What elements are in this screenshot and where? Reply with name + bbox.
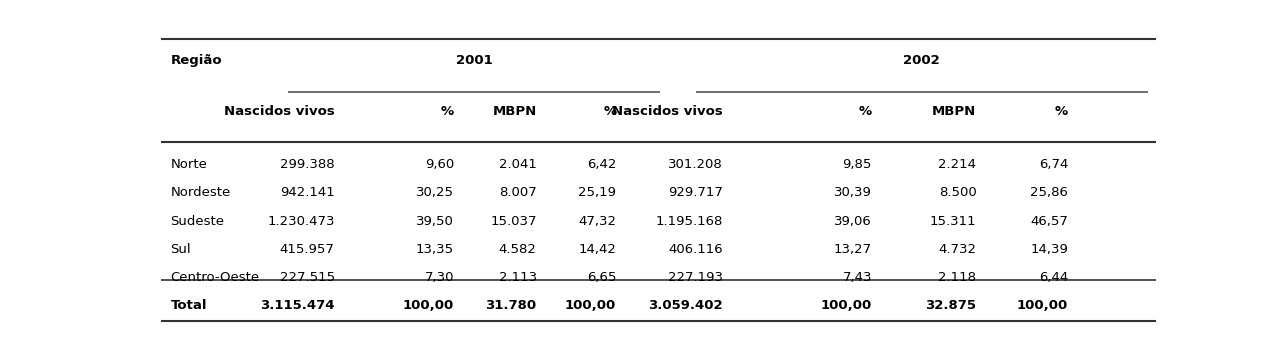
- Text: 7,30: 7,30: [425, 271, 455, 284]
- Text: 299.388: 299.388: [280, 158, 335, 171]
- Text: 100,00: 100,00: [820, 299, 872, 312]
- Text: %: %: [440, 105, 455, 118]
- Text: Nascidos vivos: Nascidos vivos: [223, 105, 335, 118]
- Text: 942.141: 942.141: [280, 186, 335, 199]
- Text: %: %: [859, 105, 872, 118]
- Text: Total: Total: [171, 299, 207, 312]
- Text: 406.116: 406.116: [668, 243, 723, 256]
- Text: 14,39: 14,39: [1030, 243, 1068, 256]
- Text: 4.582: 4.582: [498, 243, 537, 256]
- Text: 8.500: 8.500: [939, 186, 977, 199]
- Text: 13,35: 13,35: [416, 243, 455, 256]
- Text: Norte: Norte: [171, 158, 207, 171]
- Text: 6,42: 6,42: [587, 158, 616, 171]
- Text: 100,00: 100,00: [565, 299, 616, 312]
- Text: 14,42: 14,42: [578, 243, 616, 256]
- Text: 1.195.168: 1.195.168: [655, 215, 723, 227]
- Text: 8.007: 8.007: [499, 186, 537, 199]
- Text: Sul: Sul: [171, 243, 191, 256]
- Text: 13,27: 13,27: [833, 243, 872, 256]
- Text: 3.115.474: 3.115.474: [261, 299, 335, 312]
- Text: 4.732: 4.732: [939, 243, 977, 256]
- Text: 15.037: 15.037: [490, 215, 537, 227]
- Text: Região: Região: [171, 54, 222, 67]
- Text: 39,50: 39,50: [416, 215, 455, 227]
- Text: 227.515: 227.515: [280, 271, 335, 284]
- Text: 39,06: 39,06: [835, 215, 872, 227]
- Text: 6,44: 6,44: [1039, 271, 1068, 284]
- Text: 415.957: 415.957: [280, 243, 335, 256]
- Text: 2.041: 2.041: [498, 158, 537, 171]
- Text: 1.230.473: 1.230.473: [267, 215, 335, 227]
- Text: 30,39: 30,39: [835, 186, 872, 199]
- Text: 46,57: 46,57: [1030, 215, 1068, 227]
- Text: 15.311: 15.311: [930, 215, 977, 227]
- Text: Nordeste: Nordeste: [171, 186, 231, 199]
- Text: 31.780: 31.780: [485, 299, 537, 312]
- Text: 2.118: 2.118: [939, 271, 977, 284]
- Text: MBPN: MBPN: [492, 105, 537, 118]
- Text: 301.208: 301.208: [668, 158, 723, 171]
- Text: 25,19: 25,19: [578, 186, 616, 199]
- Text: 6,74: 6,74: [1039, 158, 1068, 171]
- Text: Sudeste: Sudeste: [171, 215, 225, 227]
- Text: %: %: [1055, 105, 1068, 118]
- Text: MBPN: MBPN: [932, 105, 977, 118]
- Text: 6,65: 6,65: [587, 271, 616, 284]
- Text: 100,00: 100,00: [1017, 299, 1068, 312]
- Text: 47,32: 47,32: [578, 215, 616, 227]
- Text: 2002: 2002: [904, 54, 940, 67]
- Text: 7,43: 7,43: [842, 271, 872, 284]
- Text: %: %: [603, 105, 616, 118]
- Text: 3.059.402: 3.059.402: [648, 299, 723, 312]
- Text: 100,00: 100,00: [403, 299, 455, 312]
- Text: 2.214: 2.214: [939, 158, 977, 171]
- Text: 929.717: 929.717: [668, 186, 723, 199]
- Text: 30,25: 30,25: [416, 186, 455, 199]
- Text: 25,86: 25,86: [1030, 186, 1068, 199]
- Text: 9,85: 9,85: [842, 158, 872, 171]
- Text: 227.193: 227.193: [668, 271, 723, 284]
- Text: Nascidos vivos: Nascidos vivos: [612, 105, 723, 118]
- Text: 32.875: 32.875: [926, 299, 977, 312]
- Text: 9,60: 9,60: [425, 158, 455, 171]
- Text: 2.113: 2.113: [498, 271, 537, 284]
- Text: 2001: 2001: [456, 54, 492, 67]
- Text: Centro-Oeste: Centro-Oeste: [171, 271, 259, 284]
